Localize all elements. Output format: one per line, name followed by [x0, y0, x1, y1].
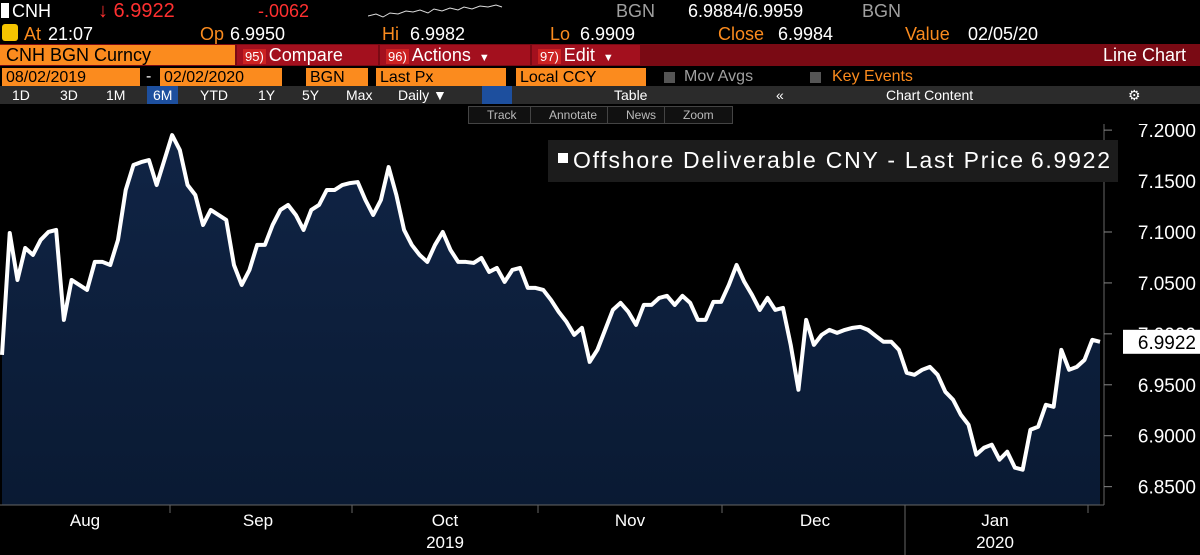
x-tick-label: Nov	[615, 511, 646, 530]
actions-button[interactable]: 96) Actions ▼	[380, 45, 530, 65]
at-label: At	[24, 24, 42, 44]
x-tick-label: Dec	[800, 511, 831, 530]
last-price-tag-label: 6.9922	[1138, 333, 1196, 354]
chart-content[interactable]: Chart Content	[886, 87, 974, 103]
currency-select[interactable]: Local CCY	[516, 68, 646, 87]
x-tick-label: Sep	[243, 511, 273, 530]
last-price: ↓ 6.9922	[98, 0, 175, 22]
tool-button[interactable]: Annotate	[530, 106, 613, 124]
tool-button[interactable]: Track	[468, 106, 536, 124]
quote-row: CNH ↓ 6.9922 -.0062 BGN 6.9884/6.9959 BG…	[0, 0, 1200, 22]
y-tick-label: 6.8500	[1138, 478, 1196, 499]
legend-name: Offshore Deliverable CNY - Last Price	[573, 147, 1023, 173]
menu-icon[interactable]	[1, 3, 9, 18]
table-button[interactable]: Table	[614, 87, 648, 103]
op-label: Op	[200, 24, 225, 44]
value-date: 02/05/20	[968, 24, 1039, 44]
field-select[interactable]: Last Px	[376, 68, 506, 87]
settings-row: 08/02/2019 - 02/02/2020 BGN Last Px Loca…	[0, 67, 1200, 87]
legend-swatch	[558, 153, 568, 163]
source-field[interactable]: BGN	[306, 68, 368, 87]
button-number: 95)	[243, 49, 266, 64]
range-button[interactable]: 6M	[147, 86, 179, 104]
net-change: -.0062	[258, 1, 310, 21]
range-button[interactable]: 1D	[12, 87, 30, 103]
lo-value: 6.9909	[580, 24, 636, 44]
x-tick-label: Aug	[70, 511, 100, 530]
op-value: 6.9950	[230, 24, 286, 44]
date-dash: -	[146, 68, 152, 85]
bid-source: BGN	[616, 1, 656, 21]
bid-ask: 6.9884/6.9959	[688, 1, 804, 21]
button-number: 96)	[386, 49, 409, 64]
lo-label: Lo	[550, 24, 571, 44]
compare-button[interactable]: 95) Compare	[237, 45, 378, 65]
end-date[interactable]: 02/02/2020	[160, 68, 282, 87]
legend-box	[548, 140, 1118, 182]
close-value: 6.9984	[778, 24, 834, 44]
tool-button[interactable]: News	[607, 106, 670, 124]
last-price-tag	[1123, 329, 1200, 354]
edit-button[interactable]: 97) Edit ▼	[532, 45, 640, 65]
stats-row: At 21:07 Op 6.9950 Hi 6.9982 Lo 6.9909 C…	[0, 22, 1200, 44]
x-tick-label: Jan	[981, 511, 1008, 530]
y-tick-label: 7.1500	[1138, 172, 1196, 193]
line-icon[interactable]	[482, 86, 512, 104]
at-time: 21:07	[48, 24, 94, 44]
price-line	[0, 133, 1101, 472]
button-number: 97)	[538, 49, 561, 64]
chart-kind: Line Chart	[1102, 45, 1186, 65]
hi-label: Hi	[382, 24, 399, 44]
period-select[interactable]: Daily ▼	[398, 87, 447, 103]
year-label: 2019	[426, 533, 464, 552]
checkbox[interactable]	[810, 72, 821, 83]
checkbox[interactable]	[664, 72, 675, 83]
period: Daily	[398, 87, 430, 103]
start-date[interactable]: 08/02/2019	[2, 68, 140, 87]
hi-value: 6.9982	[410, 24, 466, 44]
tool-button[interactable]: Zoom	[664, 106, 733, 124]
tool-row: Track Annotate News Zoom	[0, 104, 1200, 124]
y-tick-label: 6.9500	[1138, 376, 1196, 397]
legend-last: 6.9922	[1031, 147, 1110, 173]
alert-icon[interactable]	[2, 24, 18, 41]
security-field[interactable]: CNH BGN Curncy	[0, 45, 235, 65]
y-tick-label: 6.9000	[1138, 427, 1196, 448]
range-button[interactable]: 1Y	[258, 87, 276, 103]
range-button[interactable]: 5Y	[302, 87, 320, 103]
range-button[interactable]: 1M	[106, 87, 126, 103]
range-button[interactable]: 3D	[60, 87, 78, 103]
close-label: Close	[718, 24, 765, 44]
button-label: Edit	[563, 45, 595, 65]
chart: 6.85006.90006.95007.00007.05007.10007.15…	[0, 124, 1200, 555]
y-tick-label: 7.0500	[1138, 274, 1196, 295]
settings-icon[interactable]: ⚙	[1128, 87, 1141, 103]
area	[2, 135, 1100, 505]
value-label: Value	[905, 24, 950, 44]
x-tick-label: Oct	[432, 511, 459, 530]
range-button[interactable]: YTD	[200, 87, 228, 103]
year-label: 2020	[976, 533, 1014, 552]
y-tick-label: 7.1000	[1138, 223, 1196, 244]
y-tick-label: 7.2000	[1138, 124, 1196, 142]
mov-avgs: Mov Avgs	[684, 68, 754, 85]
collapse[interactable]: «	[776, 87, 784, 103]
key-events: Key Events	[832, 68, 913, 85]
legend-text: Offshore Deliverable CNY - Last Price 6.9…	[573, 147, 1110, 173]
sparkline	[368, 4, 503, 18]
range-button[interactable]: Max	[346, 87, 373, 103]
button-label: Actions	[411, 45, 471, 65]
button-label: Compare	[268, 45, 343, 65]
ticker: CNH	[12, 1, 51, 21]
range-bar: Daily ▼ Table « Chart Content ⚙ 1D 3D 1M 6M…	[0, 86, 1200, 104]
ask-source: BGN	[862, 1, 902, 21]
command-row: CNH BGN Curncy 95) Compare 96) Actions ▼ 97…	[0, 44, 1200, 66]
